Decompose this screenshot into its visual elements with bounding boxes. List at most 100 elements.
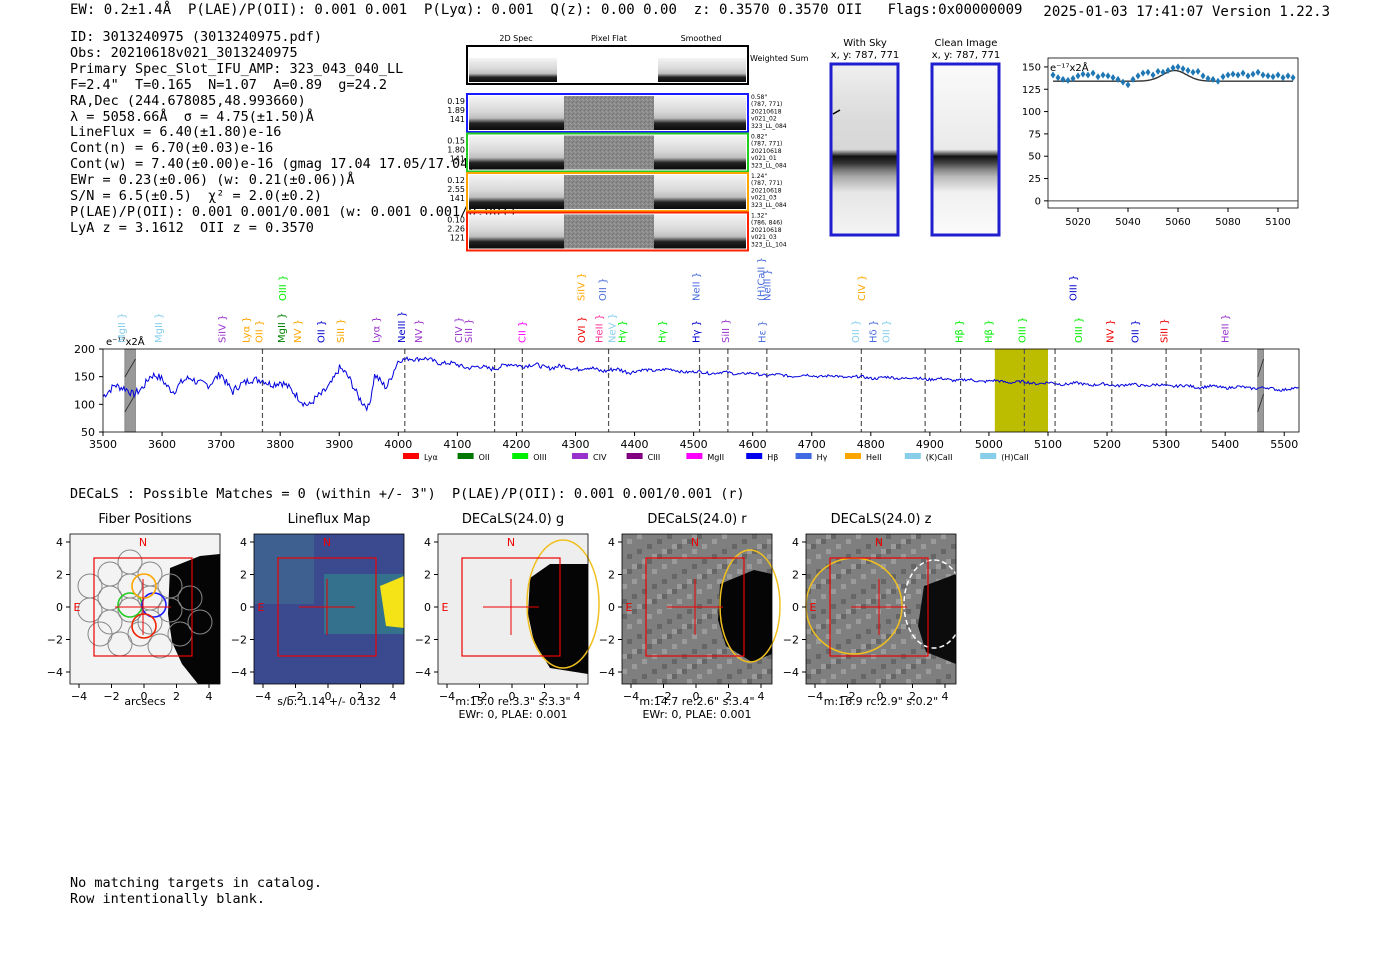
noise-pixel bbox=[707, 584, 712, 589]
compass-east: E bbox=[626, 601, 633, 614]
spec2d-row-frame bbox=[466, 132, 749, 173]
cutout-image: N E −4 −2 0 2 4 4 2 0 −2 −4 bbox=[599, 533, 781, 703]
spectrum-xtick-label: 5100 bbox=[1034, 438, 1062, 451]
fit-chart-xtick-label: 5080 bbox=[1215, 217, 1240, 228]
noise-pixel bbox=[632, 579, 637, 584]
spec2d-col-label: Pixel Flat bbox=[591, 34, 627, 43]
spectral-line-label: Hγ } bbox=[618, 320, 629, 343]
legend-swatch bbox=[572, 453, 588, 459]
noise-pixel bbox=[906, 539, 911, 544]
noise-pixel bbox=[702, 629, 707, 634]
spec2d-row-meta: v021_03 bbox=[751, 234, 777, 241]
noise-pixel bbox=[806, 544, 811, 549]
fit-data-point bbox=[1155, 67, 1161, 75]
cutout-xtick-label: 4 bbox=[574, 690, 581, 703]
noise-pixel bbox=[652, 669, 657, 674]
noise-pixel bbox=[697, 674, 702, 679]
noise-pixel bbox=[662, 679, 667, 684]
noise-pixel bbox=[642, 604, 647, 609]
fiber-circle-red bbox=[131, 613, 157, 639]
fiber-circle bbox=[87, 621, 113, 647]
spec2d-row-stat: 0.19 bbox=[447, 97, 465, 106]
spectrum-unit-label: e⁻¹⁷x2Å bbox=[106, 335, 145, 348]
cutout-caption-line: m:16.9 rc:2.9" s:0.2" bbox=[823, 695, 939, 708]
noise-pixel bbox=[911, 534, 916, 539]
fit-data-point bbox=[1210, 75, 1216, 83]
noise-pixel bbox=[627, 554, 632, 559]
noise-pixel bbox=[836, 559, 841, 564]
noise-pixel bbox=[717, 649, 722, 654]
noise-pixel bbox=[921, 644, 926, 649]
spectral-line-label: Hγ } bbox=[657, 320, 668, 343]
spectral-line-label-top: OIII } bbox=[1068, 275, 1079, 301]
cutout-xtick-label: 2 bbox=[541, 690, 548, 703]
spec2d-row-meta: 1.32" bbox=[751, 213, 767, 220]
noise-pixel bbox=[742, 679, 747, 684]
noise-pixel bbox=[951, 559, 956, 564]
full-spectrum-chart: e⁻¹⁷x2Å 50 100 150 200 3500 3600 3700 3800 3900 40… bbox=[74, 257, 1300, 462]
noise-pixel bbox=[926, 669, 931, 674]
spectrum-xtick-label: 4400 bbox=[621, 438, 649, 451]
noise-pixel bbox=[627, 569, 632, 574]
noise-pixel bbox=[821, 594, 826, 599]
noise-pixel bbox=[881, 594, 886, 599]
noise-pixel bbox=[627, 624, 632, 629]
noise-pixel bbox=[757, 674, 762, 679]
spectral-line-label: CIV } bbox=[454, 317, 465, 343]
spectrum-xtick-label: 5500 bbox=[1270, 438, 1298, 451]
spectrum-xtick-label: 5300 bbox=[1152, 438, 1180, 451]
cutout-xtick-label: −2 bbox=[287, 690, 303, 703]
fiber-circle bbox=[77, 597, 103, 623]
cutout-caption: s/b: 1.14 +/- 0.132 bbox=[254, 695, 404, 709]
noise-pixel bbox=[836, 644, 841, 649]
noise-pixel bbox=[692, 634, 697, 639]
noise-pixel bbox=[662, 664, 667, 669]
noise-pixel bbox=[767, 569, 772, 574]
spectral-line-label: MgII } bbox=[117, 313, 128, 343]
cutout-title: Lineflux Map bbox=[287, 512, 371, 527]
noise-pixel bbox=[627, 639, 632, 644]
noise-pixel bbox=[682, 624, 687, 629]
cutout-xtick-label: 0 bbox=[693, 690, 700, 703]
noise-pixel bbox=[727, 574, 732, 579]
noise-pixel bbox=[727, 674, 732, 679]
ifu-footprint-box bbox=[461, 557, 561, 657]
decals-matches-line: DECaLS : Possible Matches = 0 (within +/… bbox=[70, 486, 745, 502]
cutout-caption-line: m:15.0 re:3.3" s:3.3" bbox=[455, 695, 571, 708]
noise-pixel bbox=[826, 649, 831, 654]
spectrum-xtick-label: 4300 bbox=[561, 438, 589, 451]
noise-pixel bbox=[647, 629, 652, 634]
cutout-xtick-label: −4 bbox=[807, 690, 823, 703]
noise-pixel bbox=[886, 634, 891, 639]
noise-pixel bbox=[657, 594, 662, 599]
noise-pixel bbox=[657, 679, 662, 684]
noise-pixel bbox=[886, 619, 891, 624]
cutout-caption: m:15.0 re:3.3" s:3.3" EWr: 0, PLAE: 0.001 bbox=[438, 695, 588, 721]
noise-pixel bbox=[901, 554, 906, 559]
cutout-ytick-label: −2 bbox=[599, 634, 615, 647]
noise-pixel bbox=[722, 564, 727, 569]
cutout-ytick-label: 0 bbox=[56, 601, 63, 614]
fit-data-point bbox=[1090, 69, 1096, 77]
legend-label: (K)CaII bbox=[926, 453, 953, 462]
spec2d-row-meta: v021_02 bbox=[751, 116, 777, 123]
spectral-line-label: OII } bbox=[882, 320, 893, 343]
cutout-ytick-label: 0 bbox=[424, 601, 431, 614]
noise-pixel bbox=[841, 599, 846, 604]
noise-pixel bbox=[906, 679, 911, 684]
noise-pixel bbox=[757, 659, 762, 664]
fit-data-point bbox=[1125, 81, 1131, 89]
noise-pixel bbox=[692, 564, 697, 569]
noise-pixel bbox=[896, 544, 901, 549]
noise-pixel bbox=[816, 539, 821, 544]
noise-pixel bbox=[826, 664, 831, 669]
fit-chart-xtick-label: 5040 bbox=[1115, 217, 1140, 228]
fit-data-point bbox=[1145, 68, 1151, 76]
cutout-frame bbox=[253, 533, 405, 685]
cutout-ytick-label: −2 bbox=[47, 634, 63, 647]
cutout-image: N E −4 −2 0 2 4 4 2 0 −2 −4 bbox=[783, 533, 965, 703]
noise-pixel bbox=[637, 619, 642, 624]
noise-pixel bbox=[697, 534, 702, 539]
noise-pixel bbox=[662, 634, 667, 639]
